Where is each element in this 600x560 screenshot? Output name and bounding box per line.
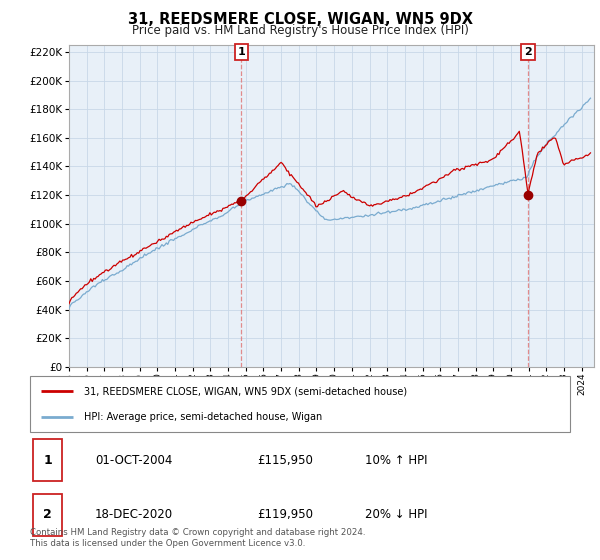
Text: 2: 2: [43, 508, 52, 521]
Bar: [33, 440, 62, 481]
Text: HPI: Average price, semi-detached house, Wigan: HPI: Average price, semi-detached house,…: [84, 412, 322, 422]
Text: 18-DEC-2020: 18-DEC-2020: [95, 508, 173, 521]
Bar: [33, 494, 62, 535]
Text: Price paid vs. HM Land Registry's House Price Index (HPI): Price paid vs. HM Land Registry's House …: [131, 24, 469, 36]
Text: £119,950: £119,950: [257, 508, 313, 521]
Text: 2: 2: [524, 47, 532, 57]
Text: £115,950: £115,950: [257, 454, 313, 466]
Text: 31, REEDSMERE CLOSE, WIGAN, WN5 9DX: 31, REEDSMERE CLOSE, WIGAN, WN5 9DX: [128, 12, 473, 27]
Text: 20% ↓ HPI: 20% ↓ HPI: [365, 508, 427, 521]
Text: 31, REEDSMERE CLOSE, WIGAN, WN5 9DX (semi-detached house): 31, REEDSMERE CLOSE, WIGAN, WN5 9DX (sem…: [84, 386, 407, 396]
Text: 1: 1: [238, 47, 245, 57]
Text: 01-OCT-2004: 01-OCT-2004: [95, 454, 172, 466]
Text: 1: 1: [43, 454, 52, 466]
Text: Contains HM Land Registry data © Crown copyright and database right 2024.
This d: Contains HM Land Registry data © Crown c…: [30, 528, 365, 548]
Text: 10% ↑ HPI: 10% ↑ HPI: [365, 454, 427, 466]
